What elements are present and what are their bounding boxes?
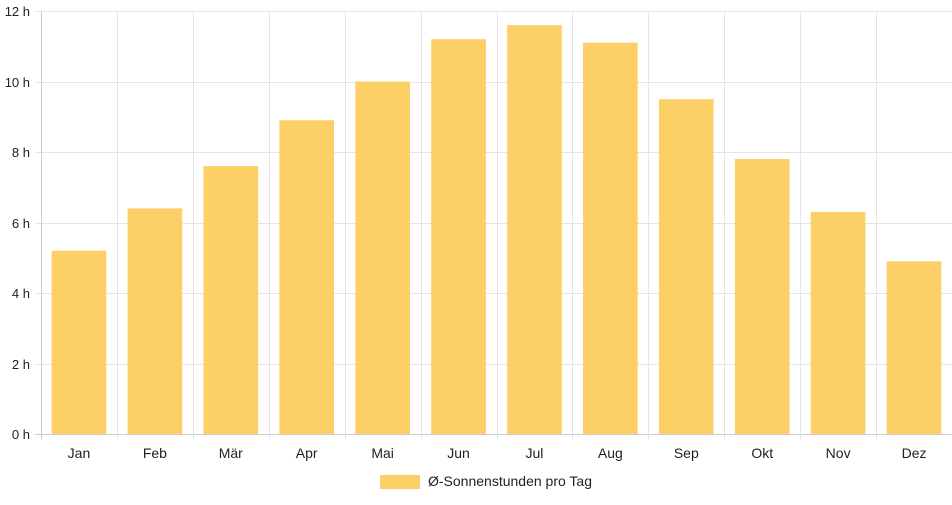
x-tick-label: Jun bbox=[447, 445, 470, 461]
axis-layer: 0 h 2 h 4 h 6 h 8 h 10 h 12 h Jan Feb Mär Apr Mai Ju… bbox=[5, 4, 927, 461]
bar-feb[interactable] bbox=[127, 208, 183, 434]
x-tick-label: Feb bbox=[143, 445, 167, 461]
bar-jan[interactable] bbox=[51, 250, 107, 434]
y-tick-label: 0 h bbox=[12, 427, 30, 442]
x-tick-label: Jan bbox=[68, 445, 91, 461]
legend-swatch[interactable] bbox=[380, 475, 421, 489]
x-tick-label: Sep bbox=[674, 445, 699, 461]
x-tick-label: Mär bbox=[219, 445, 243, 461]
bar-dez[interactable] bbox=[886, 261, 942, 434]
x-tick-label: Apr bbox=[296, 445, 318, 461]
bar-nov[interactable] bbox=[810, 211, 866, 434]
bars-layer bbox=[51, 25, 942, 435]
y-tick-label: 10 h bbox=[5, 75, 30, 90]
y-tick-label: 6 h bbox=[12, 216, 30, 231]
y-tick-label: 2 h bbox=[12, 357, 30, 372]
bar-mär[interactable] bbox=[203, 166, 259, 434]
y-tick-label: 12 h bbox=[5, 4, 30, 19]
bar-apr[interactable] bbox=[279, 120, 335, 435]
bar-okt[interactable] bbox=[734, 159, 790, 435]
x-tick-label: Jul bbox=[526, 445, 544, 461]
grid-layer bbox=[35, 11, 952, 440]
bar-jul[interactable] bbox=[507, 25, 562, 434]
bar-jun[interactable] bbox=[431, 39, 486, 434]
bar-sep[interactable] bbox=[658, 99, 714, 435]
x-tick-label: Okt bbox=[751, 445, 773, 461]
bar-mai[interactable] bbox=[355, 81, 410, 435]
x-tick-label: Aug bbox=[598, 445, 623, 461]
bar-aug[interactable] bbox=[583, 42, 638, 434]
legend[interactable]: Ø-Sonnenstunden pro Tag bbox=[380, 473, 592, 489]
x-tick-label: Nov bbox=[826, 445, 851, 461]
legend-label[interactable]: Ø-Sonnenstunden pro Tag bbox=[428, 473, 592, 489]
x-tick-label: Mai bbox=[371, 445, 394, 461]
y-tick-label: 4 h bbox=[12, 286, 30, 301]
y-tick-label: 8 h bbox=[12, 145, 30, 160]
x-tick-label: Dez bbox=[902, 445, 927, 461]
